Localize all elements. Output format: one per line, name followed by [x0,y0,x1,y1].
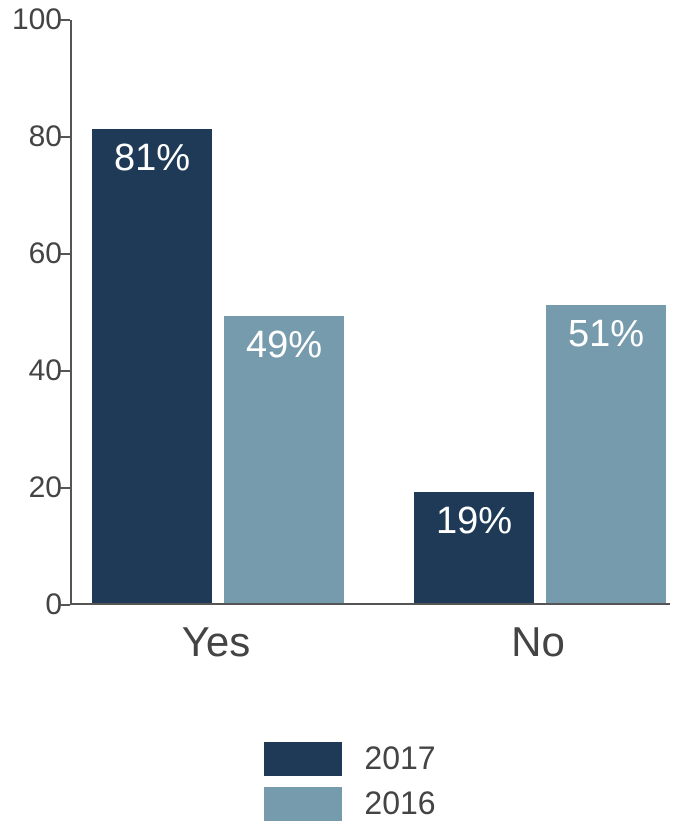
y-tick-label: 20 [2,471,62,505]
y-tick-mark [60,253,70,255]
legend-swatch [264,742,342,776]
bar-value-label: 19% [414,500,534,543]
y-tick-label: 80 [2,120,62,154]
y-tick-label: 60 [2,237,62,271]
y-tick-label: 40 [2,354,62,388]
bar-yes-2016: 49% [224,316,344,603]
bar-value-label: 81% [92,137,212,180]
legend-item-2016: 2016 [264,785,435,822]
y-tick-mark [60,136,70,138]
legend-label: 2016 [364,785,435,822]
y-tick-mark [60,604,70,606]
legend-item-2017: 2017 [264,740,435,777]
bar-value-label: 51% [546,313,666,356]
bar-chart: 100 80 60 40 20 0 81% 49% 19% 51% Yes No [0,0,700,690]
bar-yes-2017: 81% [92,129,212,603]
bar-value-label: 49% [224,324,344,367]
bar-no-2017: 19% [414,492,534,603]
legend: 2017 2016 [0,740,700,822]
y-tick-label: 0 [2,588,62,622]
y-tick-mark [60,487,70,489]
plot-area: 81% 49% 19% 51% [70,20,670,605]
y-tick-label: 100 [2,3,62,37]
y-tick-mark [60,19,70,21]
legend-swatch [264,787,342,821]
bar-no-2016: 51% [546,305,666,603]
x-category-label-yes: Yes [90,618,342,666]
y-tick-mark [60,370,70,372]
legend-label: 2017 [364,740,435,777]
x-category-label-no: No [412,618,664,666]
